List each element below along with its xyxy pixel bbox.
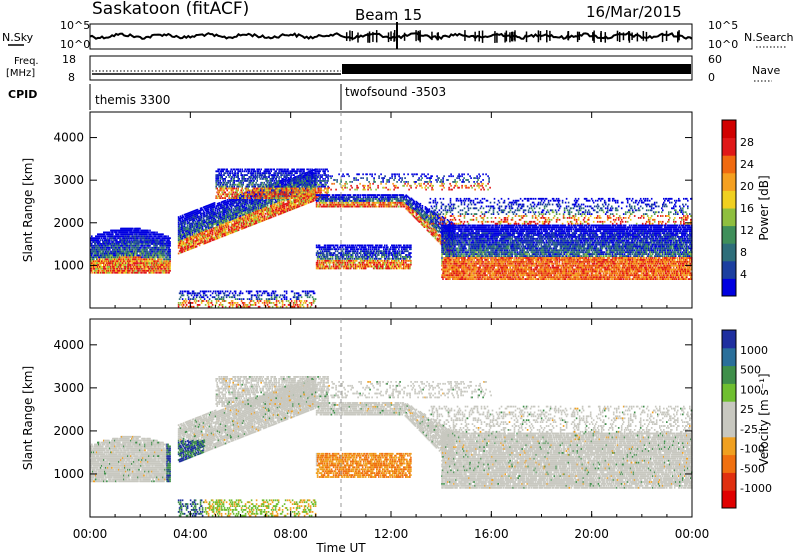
velocity-ylabel: Slant Range [km] (21, 366, 35, 470)
range-tick-label: 4000 (53, 338, 84, 352)
colorbar-tick-label: 1000 (740, 344, 768, 357)
range-tick-label: 2000 (53, 424, 84, 438)
power-cbar-label: Power [dB] (757, 175, 771, 240)
time-tick-label: 04:00 (173, 527, 208, 541)
cpid-label: CPID (8, 88, 37, 101)
range-tick-label: 4000 (53, 131, 84, 145)
noise-top-tick: 10^5 (60, 19, 90, 32)
colorbar-tick-label: 24 (740, 158, 754, 171)
nave-label: Nave (752, 64, 780, 77)
beam-title: Beam 15 (355, 6, 422, 24)
velocity-cbar-label: Velocity [m s⁻¹] (757, 373, 771, 466)
range-tick-label: 1000 (53, 258, 84, 272)
time-tick-label: 12:00 (374, 527, 409, 541)
colorbar-tick-label: -25 (740, 423, 758, 436)
time-tick-label: 08:00 (273, 527, 308, 541)
noise-panel: 10^5 10^0 10^5 10^0 N.Sky N.Search (2, 19, 794, 51)
power-colorbar: 28 24 20 16 12 8 4 Power [dB] (722, 120, 771, 297)
time-tick-label: 00:00 (73, 527, 108, 541)
freq-label-line2: [MHz] (6, 68, 35, 79)
cpid-row: CPID themis 3300 twofsound -3503 (8, 84, 446, 110)
time-axis-label: Time UT (315, 541, 366, 554)
range-tick-label: 1000 (53, 467, 84, 481)
freq-bottom-tick: 8 (68, 71, 75, 84)
freq-label-line1: Freq. (14, 56, 39, 67)
noise-right-bottom-tick: 10^0 (708, 38, 738, 51)
nave-top-tick: 60 (708, 53, 722, 66)
noise-right-top-tick: 10^5 (708, 19, 738, 32)
colorbar-tick-label: 12 (740, 224, 754, 237)
freq-top-tick: 18 (62, 53, 76, 66)
station-title: Saskatoon (fitACF) (92, 0, 249, 19)
nave-bottom-tick: 0 (708, 71, 715, 84)
date-title: 16/Mar/2015 (586, 3, 682, 21)
noise-bottom-tick: 10^0 (60, 38, 90, 51)
colorbar-tick-label: 20 (740, 180, 754, 193)
nsearch-label: N.Search (744, 31, 794, 44)
colorbar-tick-label: -1000 (740, 482, 772, 495)
colorbar-tick-label: 28 (740, 136, 754, 149)
colorbar-tick-label: 25 (740, 403, 754, 416)
time-tick-label: 00:00 (675, 527, 710, 541)
power-ylabel: Slant Range [km] (21, 158, 35, 262)
colorbar-tick-label: 8 (740, 246, 747, 259)
radar-figure: Saskatoon (fitACF) Beam 15 16/Mar/2015 1… (0, 0, 800, 554)
range-tick-label: 3000 (53, 173, 84, 187)
colorbar-tick-label: 16 (740, 202, 754, 215)
time-tick-label: 16:00 (474, 527, 509, 541)
colorbar-tick-label: 4 (740, 268, 747, 281)
velocity-panel: 1000 2000 3000 4000 Slant Range [km] (21, 319, 693, 517)
time-tick-label: 20:00 (574, 527, 609, 541)
nsky-label: N.Sky (2, 31, 34, 44)
cpid-mode-2: twofsound -3503 (345, 85, 446, 99)
range-tick-label: 3000 (53, 381, 84, 395)
frequency-panel: 18 8 60 0 Freq. [MHz] Nave (6, 53, 780, 84)
range-tick-label: 2000 (53, 216, 84, 230)
power-panel: 1000 2000 3000 4000 Slant Range [km] (21, 112, 693, 308)
cpid-mode-1: themis 3300 (95, 93, 170, 107)
